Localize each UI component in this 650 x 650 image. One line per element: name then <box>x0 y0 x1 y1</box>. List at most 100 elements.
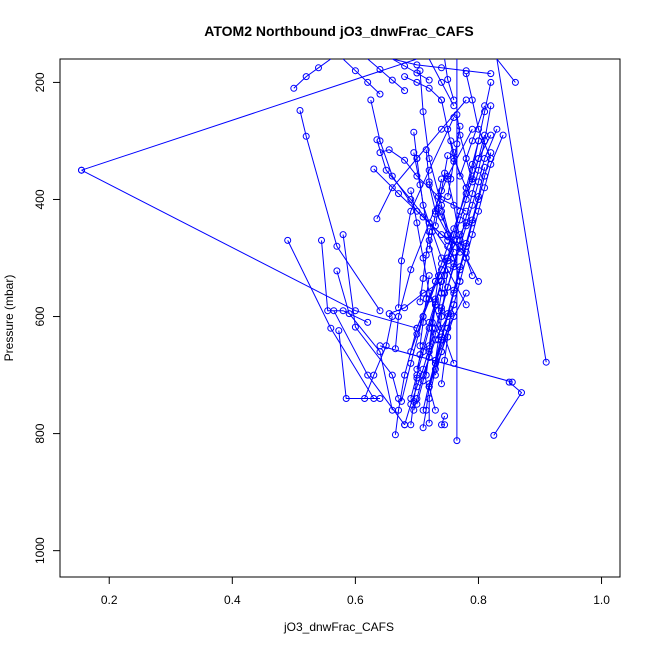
data-point <box>441 421 449 429</box>
data-point <box>382 166 390 174</box>
data-point <box>382 342 390 350</box>
data-point <box>468 137 476 145</box>
series-line <box>447 126 461 197</box>
series-line <box>398 117 455 308</box>
data-point <box>333 242 341 250</box>
data-point <box>339 231 347 239</box>
data-point <box>462 219 470 227</box>
data-point <box>505 378 513 386</box>
data-point <box>431 222 439 230</box>
data-point <box>441 412 449 420</box>
data-point <box>453 111 461 119</box>
series-line <box>428 59 455 107</box>
data-point <box>302 132 310 140</box>
data-point <box>462 155 470 162</box>
data-point <box>422 371 430 379</box>
data-point <box>413 374 421 382</box>
data-point <box>413 219 421 227</box>
y-axis-label: Pressure (mbar) <box>2 275 16 362</box>
data-point <box>413 78 421 86</box>
series-line <box>428 178 442 250</box>
data-point <box>511 78 519 86</box>
data-point <box>444 324 452 332</box>
data-point <box>419 318 427 326</box>
series-line <box>447 178 473 276</box>
x-tick-label: 0.4 <box>224 593 241 607</box>
data-point <box>373 215 381 223</box>
data-point <box>413 365 421 373</box>
data-point <box>401 371 409 379</box>
data-point <box>401 62 409 70</box>
x-tick-label: 0.2 <box>101 593 118 607</box>
data-point <box>487 155 495 162</box>
data-point <box>435 307 442 315</box>
data-point <box>413 155 421 162</box>
data-point <box>364 78 372 86</box>
data-point <box>391 431 399 439</box>
data-point <box>395 313 402 320</box>
data-point <box>376 66 384 73</box>
data-point <box>422 146 430 154</box>
data-point <box>468 231 476 239</box>
series-line <box>376 139 455 259</box>
data-point <box>438 175 445 183</box>
data-point <box>499 131 507 139</box>
y-tick-label: 1000 <box>33 537 47 564</box>
data-point <box>450 157 458 165</box>
data-point <box>456 277 464 285</box>
data-point <box>364 318 372 326</box>
data-point <box>450 301 458 309</box>
data-point <box>444 152 452 160</box>
data-point <box>425 419 433 427</box>
data-point <box>401 156 409 164</box>
data-point <box>398 397 405 405</box>
data-point <box>438 380 445 388</box>
data-point <box>361 395 369 402</box>
data-point <box>462 196 470 203</box>
data-point <box>441 356 449 364</box>
series-line <box>428 275 439 346</box>
data-point <box>413 61 421 69</box>
data-point <box>456 131 464 139</box>
series-line <box>392 59 430 81</box>
series-line <box>425 304 436 376</box>
data-point <box>431 210 439 218</box>
data-point <box>444 193 452 200</box>
data-point <box>351 323 359 331</box>
data-point <box>462 67 470 75</box>
series-line <box>342 234 399 399</box>
data-point <box>333 267 341 275</box>
series-line <box>496 59 547 363</box>
data-point <box>518 389 525 397</box>
data-point <box>475 125 482 133</box>
data-point <box>388 76 396 84</box>
data-point <box>425 245 433 253</box>
data-point <box>462 289 470 297</box>
series-line <box>404 129 498 425</box>
data-point <box>456 172 464 180</box>
series-line <box>342 59 381 95</box>
data-point <box>468 272 476 280</box>
series-line <box>410 354 421 425</box>
data-point <box>290 84 298 92</box>
data-point <box>284 236 292 244</box>
x-axis-label: jO3_dnwFrac_CAFS <box>283 620 394 634</box>
series-line <box>493 381 523 436</box>
data-point <box>413 69 421 77</box>
data-point <box>416 351 424 359</box>
data-point <box>447 137 455 145</box>
data-point <box>422 295 430 303</box>
data-point <box>388 172 396 180</box>
data-point <box>453 140 461 148</box>
series-line <box>321 240 368 323</box>
data-point <box>431 301 439 309</box>
series-line <box>419 275 430 346</box>
series-line <box>367 59 405 91</box>
data-point <box>425 236 433 244</box>
data-point <box>318 236 325 244</box>
data-point <box>450 359 458 367</box>
data-point <box>376 395 384 402</box>
series-line <box>404 76 442 101</box>
data-point <box>407 196 415 203</box>
